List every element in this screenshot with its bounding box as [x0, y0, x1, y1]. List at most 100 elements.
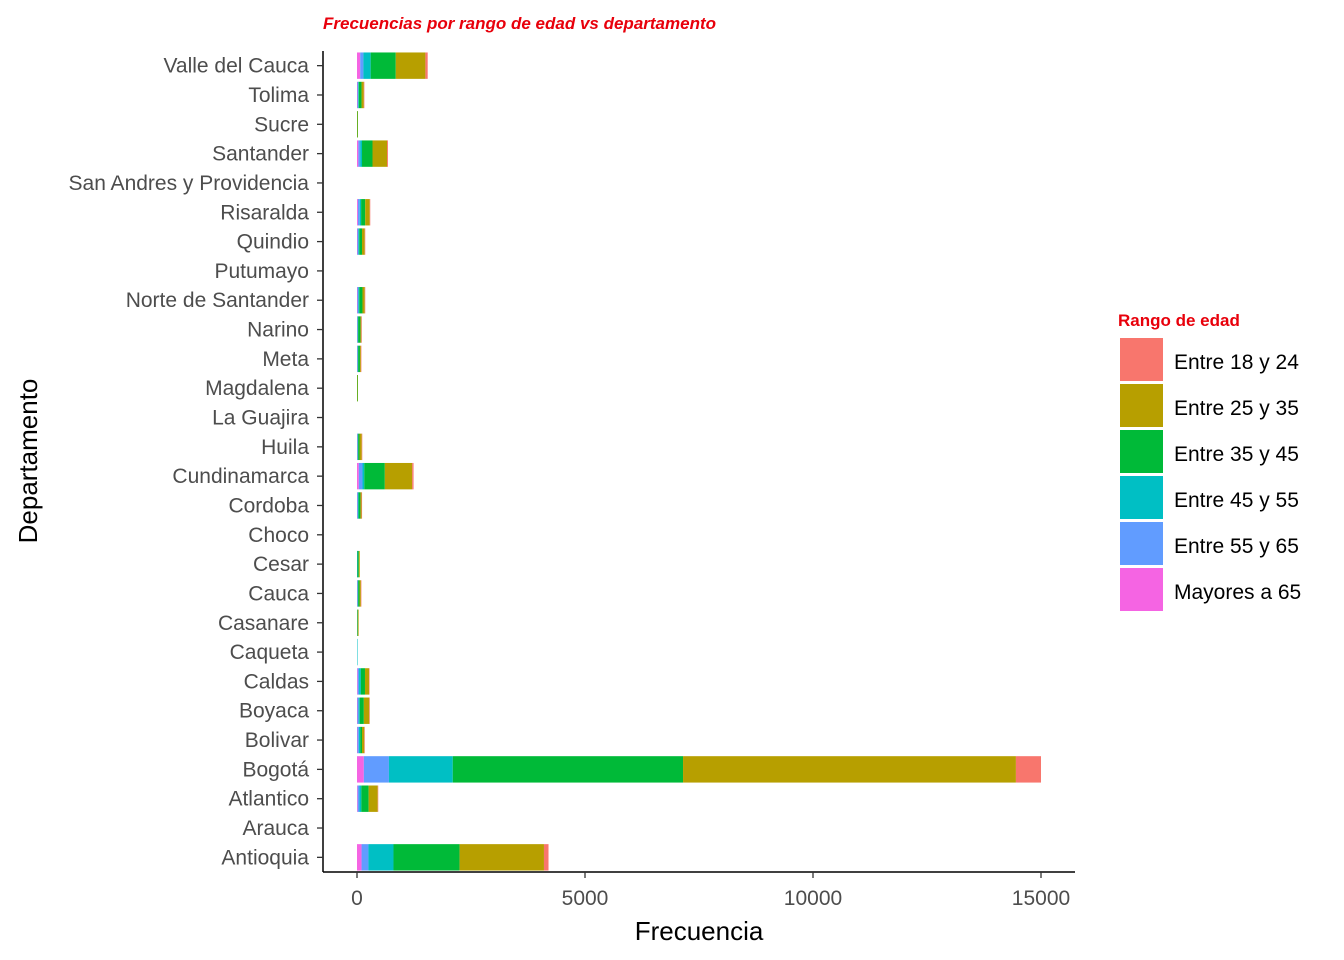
bar-segment-sucre-entre-25-y-35: [357, 111, 358, 138]
bar-segment-magdalena-entre-25-y-35: [357, 375, 358, 402]
bar-segment-atlantico-entre-45-y-55: [359, 785, 362, 812]
chart-title: Frecuencias por rango de edad vs departa…: [323, 14, 716, 33]
bar-segment-antioquia-entre-25-y-35: [459, 844, 544, 871]
bar-segment-santander-entre-45-y-55: [360, 140, 363, 167]
bar-segment-antioquia-entre-18-y-24: [543, 844, 549, 871]
bar-segment-atlantico-entre-18-y-24: [377, 785, 379, 812]
bar-segment-risaralda-mayores-a-65: [357, 199, 358, 226]
bar-segment-boyaca-entre-35-y-45: [359, 697, 364, 724]
y-tick-label-meta: Meta: [262, 348, 309, 371]
bar-segment-boyaca-entre-45-y-55: [358, 697, 360, 724]
y-tick-label-sucre: Sucre: [254, 113, 309, 136]
bar-segment-valle-del-cauca-entre-45-y-55: [363, 52, 371, 79]
x-axis-title: Frecuencia: [635, 916, 764, 946]
bar-segment-bogota-entre-45-y-55: [388, 756, 453, 783]
y-tick-label-caldas: Caldas: [244, 670, 309, 693]
bar-segment-antioquia-entre-35-y-45: [393, 844, 460, 871]
bar-segment-quindio-entre-25-y-35: [362, 228, 365, 255]
bar-segment-caqueta-entre-45-y-55: [357, 638, 358, 666]
y-tick-label-putumayo: Putumayo: [214, 260, 309, 283]
y-tick-label-cundinamarca: Cundinamarca: [172, 465, 309, 488]
bar-segment-cundinamarca-entre-18-y-24: [412, 462, 414, 490]
bar-segment-tolima-entre-18-y-24: [363, 81, 365, 109]
bar-segment-cauca-entre-35-y-45: [358, 580, 360, 607]
bar-segment-casanare-entre-35-y-45: [357, 609, 358, 636]
bar-segment-cordoba-entre-25-y-35: [360, 492, 362, 519]
bar-segment-santander-entre-25-y-35: [372, 140, 388, 167]
bar-segment-tolima-entre-45-y-55: [358, 81, 359, 109]
bar-segment-atlantico-entre-55-y-65: [357, 785, 360, 812]
y-tick-label-arauca: Arauca: [242, 817, 309, 840]
bar-segment-bogota-entre-55-y-65: [363, 756, 389, 783]
y-tick-label-bolivar: Bolivar: [245, 729, 309, 752]
bar-segment-meta-entre-55-y-65: [357, 345, 358, 373]
bar-segment-bolivar-mayores-a-65: [357, 726, 358, 754]
bar-segment-norte-de-santander-entre-45-y-55: [358, 287, 360, 314]
bar-segment-quindio-entre-18-y-24: [364, 228, 366, 255]
bar-segment-tolima-entre-35-y-45: [358, 81, 362, 109]
bar-segment-santander-entre-18-y-24: [387, 140, 389, 167]
bar-segment-boyaca-mayores-a-65: [357, 697, 358, 724]
bar-segment-santander-mayores-a-65: [357, 140, 359, 167]
legend-label-entre-25-y-35: Entre 25 y 35: [1174, 397, 1299, 420]
bar-segment-caldas-entre-55-y-65: [357, 668, 360, 695]
bar-segment-risaralda-entre-25-y-35: [365, 199, 370, 226]
legend-swatch-mayores-a-65: [1120, 568, 1163, 611]
bar-segment-huila-entre-18-y-24: [361, 433, 363, 461]
bar-segment-quindio-mayores-a-65: [357, 228, 358, 255]
bar-segment-valle-del-cauca-entre-55-y-65: [360, 52, 364, 79]
y-tick-label-antioquia: Antioquia: [221, 846, 309, 869]
y-tick-label-santander: Santander: [212, 143, 309, 166]
bar-segment-bogota-mayores-a-65: [357, 756, 364, 783]
y-tick-label-atlantico: Atlantico: [228, 788, 309, 811]
bar-segment-risaralda-entre-35-y-45: [361, 199, 366, 226]
legend-swatch-entre-18-y-24: [1120, 338, 1163, 381]
bar-segment-bogota-entre-35-y-45: [452, 756, 684, 783]
x-tick-label-0: 0: [351, 887, 363, 910]
x-tick-label-15000: 15000: [1012, 887, 1070, 910]
bar-segment-cundinamarca-entre-45-y-55: [362, 462, 365, 490]
bar-segment-cordoba-entre-35-y-45: [358, 492, 361, 519]
bar-segment-valle-del-cauca-mayores-a-65: [357, 52, 361, 79]
plot-area: [357, 52, 1041, 871]
bar-segment-antioquia-mayores-a-65: [357, 844, 362, 871]
bar-segment-cundinamarca-entre-35-y-45: [364, 462, 385, 490]
y-tick-label-risaralda: Risaralda: [220, 201, 309, 224]
bar-segment-quindio-entre-35-y-45: [359, 228, 363, 255]
bar-segment-narino-entre-55-y-65: [357, 316, 358, 343]
bar-segment-meta-entre-18-y-24: [360, 345, 362, 373]
bar-segment-bolivar-entre-45-y-55: [358, 726, 361, 754]
bar-segment-huila-entre-45-y-55: [357, 433, 359, 461]
bar-segment-norte-de-santander-entre-18-y-24: [364, 287, 366, 314]
bar-segment-bolivar-entre-55-y-65: [357, 726, 359, 754]
x-tick-label-10000: 10000: [784, 887, 842, 910]
bar-segment-sucre-entre-35-y-45: [357, 111, 358, 138]
bar-segment-atlantico-entre-25-y-35: [368, 785, 378, 812]
bar-segment-caldas-entre-25-y-35: [364, 668, 370, 695]
bar-segment-huila-entre-55-y-65: [357, 433, 358, 461]
y-tick-label-san-andres-y-providencia: San Andres y Providencia: [69, 172, 310, 195]
bar-segment-narino-entre-25-y-35: [360, 316, 362, 343]
y-tick-label-valle-del-cauca: Valle del Cauca: [163, 55, 309, 78]
y-tick-label-cordoba: Cordoba: [228, 494, 309, 517]
bar-segment-magdalena-entre-35-y-45: [357, 375, 358, 402]
y-tick-label-norte-de-santander: Norte de Santander: [126, 289, 309, 312]
bar-segment-risaralda-entre-18-y-24: [369, 199, 371, 226]
bar-segment-antioquia-entre-45-y-55: [368, 844, 394, 871]
bar-segment-valle-del-cauca-entre-18-y-24: [425, 52, 428, 79]
bar-segment-cesar-entre-25-y-35: [358, 550, 360, 578]
y-tick-label-caqueta: Caqueta: [230, 641, 310, 664]
bar-segment-cundinamarca-mayores-a-65: [357, 462, 359, 490]
bar-segment-tolima-entre-55-y-65: [357, 81, 359, 109]
y-tick-label-tolima: Tolima: [248, 84, 309, 107]
bar-segment-antioquia-entre-55-y-65: [361, 844, 369, 871]
legend-swatch-entre-25-y-35: [1120, 384, 1163, 427]
bar-segment-bogota-entre-25-y-35: [683, 756, 1016, 783]
y-tick-label-bogota: Bogotá: [242, 758, 309, 781]
bar-segment-cundinamarca-entre-55-y-65: [358, 462, 363, 490]
bar-segment-cordoba-entre-55-y-65: [357, 492, 358, 519]
bar-segment-cauca-entre-45-y-55: [357, 580, 359, 607]
legend: Rango de edad Entre 18 y 24 Entre 25 y 35…: [1118, 311, 1301, 611]
bar-segment-tolima-mayores-a-65: [357, 81, 358, 109]
bar-segment-quindio-entre-45-y-55: [358, 228, 360, 255]
